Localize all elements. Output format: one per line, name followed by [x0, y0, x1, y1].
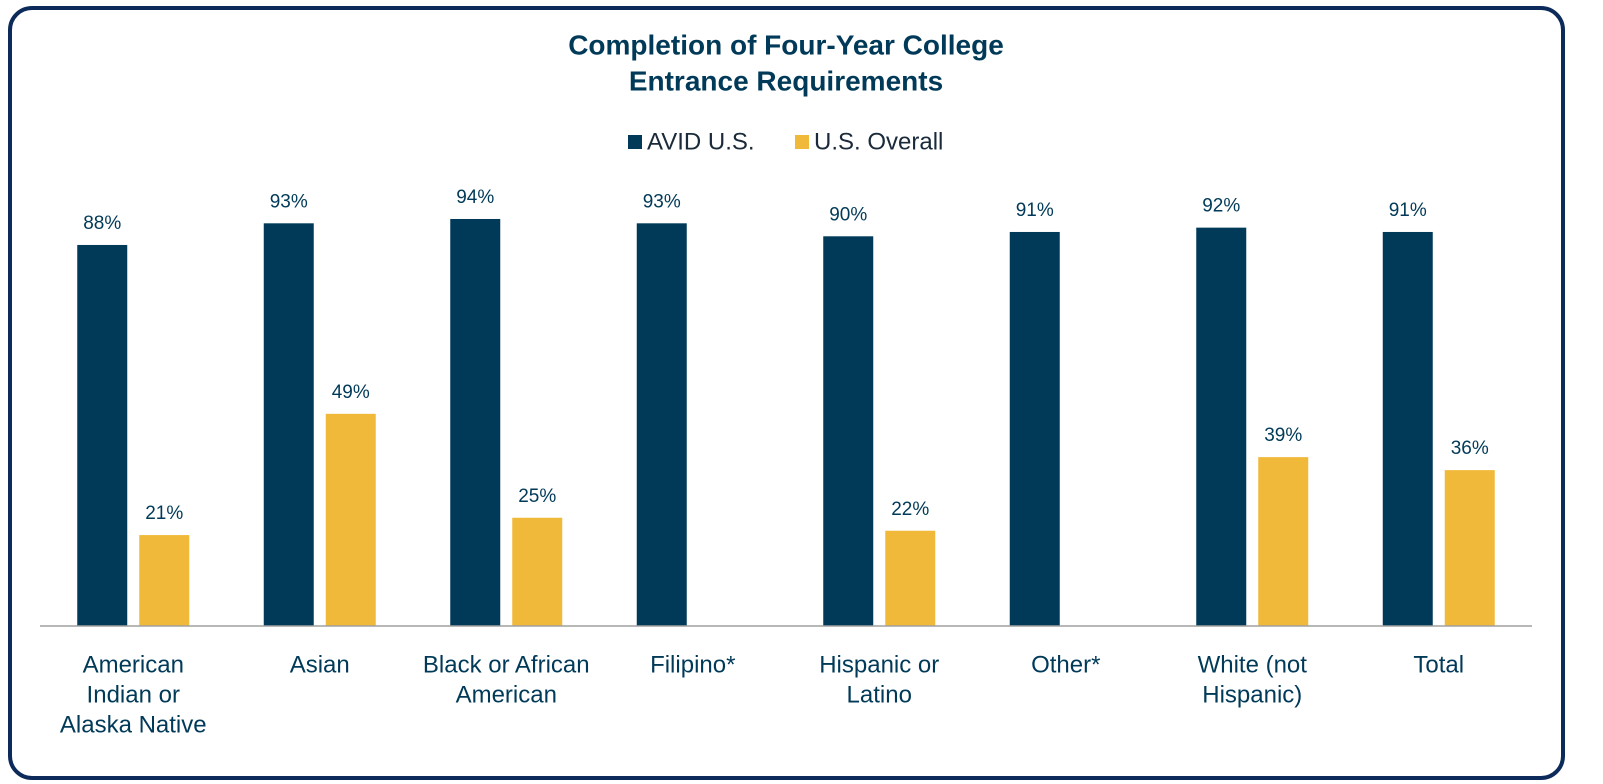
value-label: 36% [1451, 438, 1489, 459]
legend-swatch [628, 135, 642, 149]
value-label: 92% [1202, 196, 1240, 217]
x-tick-label: Asian [290, 651, 350, 678]
value-label: 93% [643, 191, 681, 212]
x-tick-label: Total [1413, 651, 1464, 678]
bar [77, 244, 128, 626]
bar [636, 223, 687, 626]
x-tick-label: Other* [1031, 651, 1100, 678]
bar [263, 223, 314, 626]
bar [1258, 457, 1309, 626]
bar [450, 218, 501, 627]
x-tick-label: Black or African [423, 651, 590, 678]
value-label: 91% [1389, 200, 1427, 221]
value-label: 22% [891, 499, 929, 520]
chart-title: Entrance Requirements [629, 65, 943, 96]
x-tick-label: Hispanic or [819, 651, 939, 678]
bar [1444, 470, 1495, 626]
x-tick-label: Alaska Native [60, 711, 207, 738]
bar [512, 517, 563, 626]
value-label: 88% [83, 213, 121, 234]
x-tick-label: Indian or [87, 681, 180, 708]
value-label: 25% [518, 486, 556, 507]
value-label: 91% [1016, 200, 1054, 221]
legend-swatch [795, 135, 809, 149]
x-tick-label: Filipino* [650, 651, 735, 678]
bar [1196, 227, 1247, 626]
value-label: 94% [456, 187, 494, 208]
value-label: 21% [145, 503, 183, 524]
x-tick-label: Hispanic) [1202, 681, 1302, 708]
x-tick-label: American [83, 651, 184, 678]
bar [885, 530, 936, 626]
x-tick-label: White (not [1198, 651, 1308, 678]
frame [8, 6, 1565, 780]
bar [325, 413, 376, 626]
value-label: 93% [270, 191, 308, 212]
x-tick-label: American [456, 681, 557, 708]
value-label: 49% [332, 382, 370, 403]
value-label: 90% [829, 204, 867, 225]
bar [139, 535, 190, 626]
bar [823, 236, 874, 627]
bar [1009, 231, 1060, 626]
bar [1382, 231, 1433, 626]
legend-label: AVID U.S. [647, 128, 755, 155]
x-tick-label: Latino [847, 681, 912, 708]
chart-title: Completion of Four-Year College [568, 29, 1004, 60]
value-label: 39% [1264, 425, 1302, 446]
legend-label: U.S. Overall [814, 128, 943, 155]
